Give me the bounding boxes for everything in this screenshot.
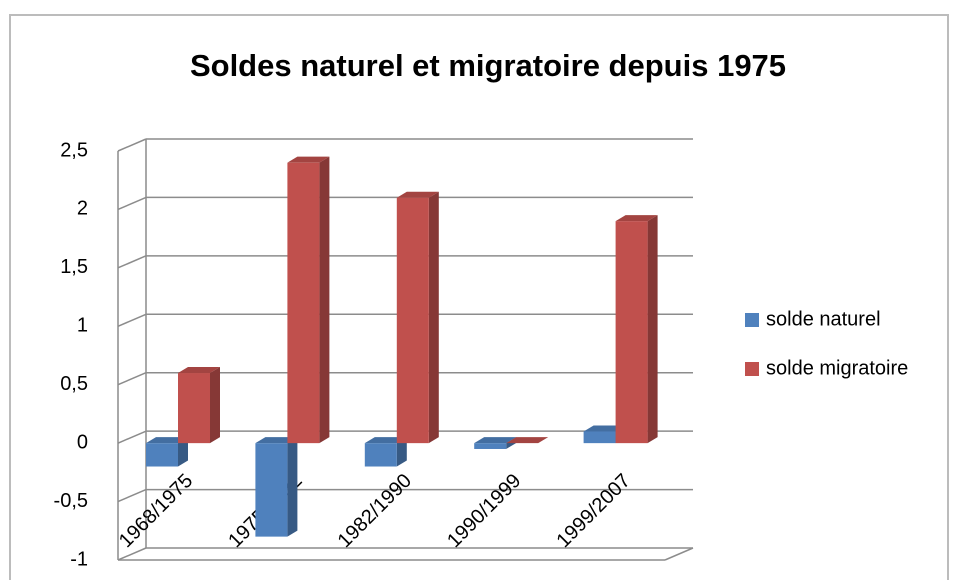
y-tick-label: 0 [77,431,88,453]
y-tick-label: -1 [70,548,88,570]
bar-top [146,437,188,444]
legend-swatch [745,313,759,327]
bar [364,437,407,467]
bar-side [210,367,220,444]
bar-front [178,373,210,444]
bar [615,215,658,444]
bar-front [474,443,507,449]
y-tick-label: 1,5 [60,256,88,278]
y-tick-label: 0,5 [60,373,88,395]
grid-line [117,196,147,211]
floor-edge [664,547,694,561]
bar [178,367,220,444]
chart-frame [9,14,949,580]
legend-swatch [745,362,759,376]
grid-line [117,255,147,269]
grid-line [117,372,147,386]
bar [287,156,330,444]
bar-side [647,215,658,444]
bar-front [255,443,288,537]
y-tick-label: 2 [77,198,88,220]
bar-side [396,437,407,467]
grid-line [117,430,147,444]
bar [506,437,549,444]
bar-top [506,437,549,444]
bar-top [396,191,439,198]
bar-front [146,443,178,467]
bar [255,437,298,537]
y-tick-label: 2,5 [60,139,88,161]
bar-top [364,437,407,444]
bar-top [178,367,220,374]
grid-line [117,547,147,561]
grid-line [117,488,147,503]
chart-title: Soldes naturel et migratoire depuis 1975 [190,48,786,83]
grid-line [117,313,147,327]
bar-front [287,162,320,444]
bar [396,191,439,444]
legend-label: solde migratoire [766,357,908,379]
bar-side [428,191,439,444]
bar-front [396,197,429,444]
bar [146,437,188,467]
bar-top [583,425,626,432]
legend-label: solde naturel [766,308,881,330]
bar-front [364,443,397,467]
bar-top [615,215,658,222]
bar-side [287,437,298,537]
bar-top [474,437,517,444]
y-tick-label: -0,5 [54,490,88,512]
bar-front [583,431,616,444]
bar-top [287,156,330,163]
bar-top [255,437,298,444]
y-tick-label: 1 [77,315,88,337]
grid-line [117,138,147,152]
bar-side [178,437,188,467]
bar-front [615,221,648,444]
bar-side [319,156,330,444]
